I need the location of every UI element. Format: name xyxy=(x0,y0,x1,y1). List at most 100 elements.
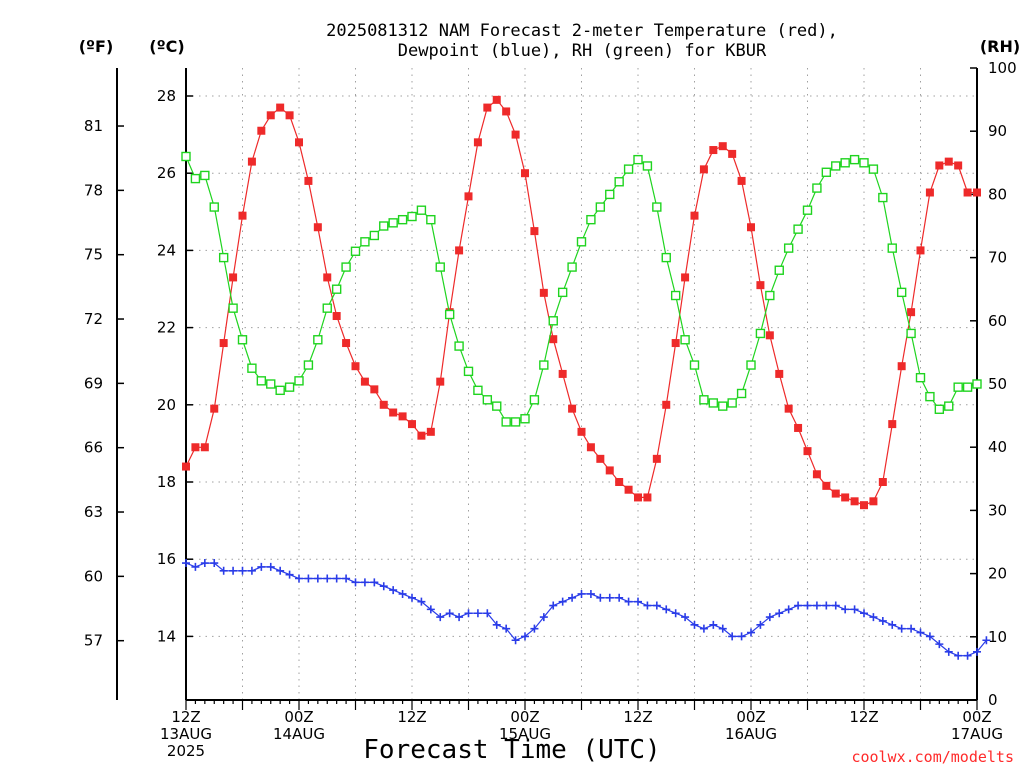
rh-point xyxy=(444,309,455,320)
dewpoint-point xyxy=(379,582,388,591)
temp-point xyxy=(210,404,219,413)
rh-point xyxy=(454,341,464,351)
rh-point xyxy=(388,218,398,228)
rh-point xyxy=(670,290,681,301)
dewpoint-point xyxy=(812,601,821,610)
rh-point xyxy=(379,221,389,231)
rh-point xyxy=(576,237,587,247)
temp-point xyxy=(586,443,595,452)
rh-point xyxy=(605,189,615,200)
rh-point xyxy=(887,243,897,253)
temp-point xyxy=(426,427,435,436)
dewpoint-point xyxy=(455,613,464,622)
temp-point xyxy=(370,385,379,394)
rh-point xyxy=(284,382,295,392)
dewpoint-point xyxy=(878,616,887,625)
dewpoint-point xyxy=(916,628,925,637)
dewpoint-point xyxy=(511,636,520,645)
temp-point xyxy=(671,339,680,348)
dewpoint-point xyxy=(709,620,718,629)
x-tick-label: 12Z xyxy=(171,708,200,726)
dewpoint-point xyxy=(285,570,294,579)
temp-point xyxy=(511,130,520,139)
rh-point xyxy=(463,366,474,377)
rh-point xyxy=(237,335,248,345)
rh-point xyxy=(652,202,662,212)
rh-point xyxy=(925,391,935,402)
rh-tick-label: 10 xyxy=(988,628,1007,646)
dewpoint-point xyxy=(464,609,473,618)
rh-point xyxy=(812,183,822,193)
rh-tick-label: 70 xyxy=(988,249,1007,267)
rh-tick-label: 90 xyxy=(988,122,1007,140)
temp-point xyxy=(257,126,266,135)
rh-tick-label: 30 xyxy=(988,501,1007,519)
temp-point xyxy=(756,281,765,290)
dewpoint-point xyxy=(200,559,209,568)
temp-point xyxy=(718,142,727,151)
dewpoint-point xyxy=(266,562,275,571)
celsius-unit-label: (ºC) xyxy=(149,37,184,56)
dewpoint-point xyxy=(897,624,906,633)
temp-point xyxy=(332,312,341,321)
rh-point xyxy=(350,246,361,256)
temp-point xyxy=(455,246,464,255)
celsius-tick-label: 20 xyxy=(157,396,176,414)
rh-point xyxy=(972,379,982,389)
rh-point xyxy=(934,404,945,414)
dewpoint-point xyxy=(219,566,228,575)
dewpoint-point xyxy=(238,566,247,575)
rh-point xyxy=(746,360,756,370)
dewpoint-point xyxy=(860,609,868,618)
temp-point xyxy=(285,111,294,120)
rh-point xyxy=(209,202,219,212)
temp-point xyxy=(699,165,708,174)
x-tick-label: 15AUG xyxy=(499,725,551,743)
rh-point xyxy=(492,401,502,411)
rh-point xyxy=(341,262,351,272)
temp-point xyxy=(379,400,388,409)
x-tick-label: 14AUG xyxy=(273,725,325,743)
dewpoint-point xyxy=(182,559,190,568)
dewpoint-point xyxy=(718,624,727,633)
rh-point xyxy=(896,287,907,298)
temp-point xyxy=(247,157,256,166)
dewpoint-point xyxy=(634,597,642,606)
dewpoint-point xyxy=(492,620,501,629)
temp-point xyxy=(709,146,718,155)
temp-point xyxy=(869,497,878,506)
dewpoint-point xyxy=(737,632,746,641)
rh-point xyxy=(482,395,493,405)
rh-point xyxy=(247,363,257,373)
rh-point xyxy=(840,158,850,168)
fahrenheit-tick-label: 60 xyxy=(84,567,103,585)
rh-point xyxy=(802,205,813,215)
rh-point xyxy=(661,252,671,263)
temp-point xyxy=(360,377,369,386)
data-series xyxy=(181,95,991,660)
dewpoint-point xyxy=(426,605,435,614)
temp-point xyxy=(539,288,548,297)
temp-point xyxy=(963,188,972,197)
rh-point xyxy=(774,265,784,275)
dewpoint-point xyxy=(925,632,934,641)
temp-point xyxy=(417,431,426,440)
temp-point xyxy=(841,493,850,502)
rh-point xyxy=(529,395,540,405)
rh-point xyxy=(614,177,624,187)
temp-point xyxy=(408,420,416,429)
rh-point xyxy=(548,316,558,326)
dewpoint-point xyxy=(794,601,803,610)
fahrenheit-tick-label: 78 xyxy=(84,181,103,199)
dewpoint-point xyxy=(615,593,624,602)
temp-point xyxy=(483,103,492,112)
rh-point xyxy=(190,173,201,184)
dewpoint-point xyxy=(539,613,548,622)
dewpoint-point xyxy=(907,624,916,633)
temp-point xyxy=(643,493,652,502)
dewpoint-point xyxy=(473,609,482,618)
rh-point xyxy=(181,151,191,162)
fahrenheit-tick-label: 75 xyxy=(84,246,103,264)
dewpoint-point xyxy=(982,636,991,645)
